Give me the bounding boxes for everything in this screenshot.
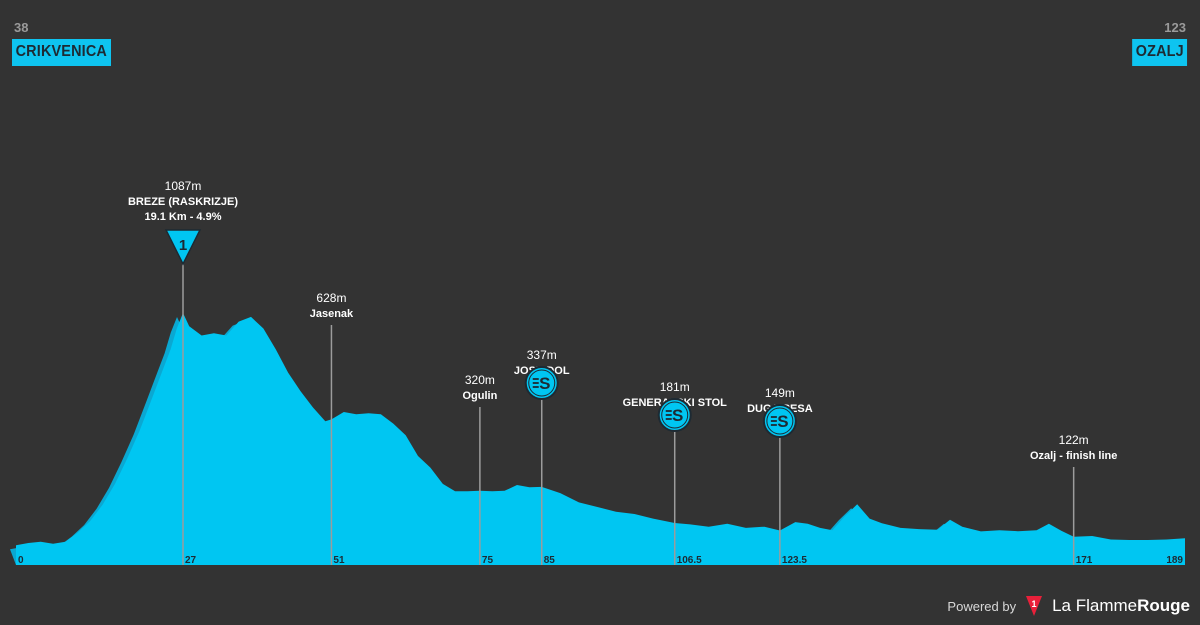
sprint-icon — [657, 398, 692, 432]
marker-altitude: 320m — [465, 373, 495, 387]
sprint-icon-letter: S — [539, 374, 550, 393]
marker-altitude: 149m — [765, 386, 795, 400]
marker-josipdol: 337mJOSIPDOLS — [514, 348, 570, 565]
marker-climb-detail: 19.1 Km - 4.9% — [144, 211, 221, 223]
marker-altitude: 1087m — [165, 179, 202, 193]
sprint-icon-letter: S — [672, 406, 683, 425]
marker-name: BREZE (RASKRIZJE) — [128, 196, 238, 208]
sprint-icon-letter: S — [777, 412, 788, 431]
elevation-profile-area — [16, 313, 1185, 565]
x-tick-label: 123.5 — [782, 555, 807, 566]
marker-altitude: 628m — [316, 291, 346, 305]
marker-ozalj-finish-line: 122m Ozalj - finish line — [1030, 433, 1117, 565]
flamme-rouge-logo-icon: 1 — [1026, 596, 1043, 616]
logo-number: 1 — [1032, 599, 1037, 609]
powered-by-text: Powered by — [947, 598, 1017, 614]
marker-name: Ozalj - finish line — [1030, 450, 1117, 462]
brand-name: La FlammeRouge — [1052, 596, 1190, 616]
marker-name: Ogulin — [462, 390, 497, 402]
footer: Powered by 1 La FlammeRouge — [947, 595, 1190, 617]
finish-city-label: OZALJ — [1131, 39, 1187, 66]
x-tick-label: 85 — [544, 555, 556, 566]
marker-altitude: 337m — [527, 348, 557, 362]
sprint-icon — [762, 404, 797, 438]
sprint-icon — [524, 366, 559, 400]
kom-category-icon — [164, 229, 202, 266]
sprint-icon-ring — [661, 401, 689, 429]
brand-name-bold: Rouge — [1137, 596, 1190, 615]
marker-breze-raskrizje-: 1087m BREZE (RASKRIZJE) 19.1 Km - 4.9% 1 — [128, 179, 238, 565]
marker-altitude: 181m — [660, 380, 690, 394]
start-km-label: 38 — [14, 20, 29, 35]
x-tick-label: 51 — [333, 555, 345, 566]
brand-name-light: La Flamme — [1052, 596, 1138, 615]
x-tick-label: 27 — [185, 555, 197, 566]
marker-ogulin: 320m Ogulin — [462, 373, 498, 565]
marker-name: Jasenak — [310, 308, 354, 320]
x-tick-label: 171 — [1076, 555, 1093, 566]
x-tick-label: 75 — [482, 555, 494, 566]
sprint-icon-ring — [528, 369, 556, 397]
x-tick-label: 106.5 — [677, 555, 702, 566]
marker-jasenak: 628m Jasenak — [310, 291, 354, 565]
start-city-label: CRIKVENICA — [12, 39, 111, 66]
x-tick-label: 189 — [1166, 555, 1183, 566]
marker-altitude: 122m — [1059, 433, 1089, 447]
kom-category-number: 1 — [179, 237, 187, 254]
finish-km-label: 123 — [1164, 20, 1186, 35]
sprint-icon-ring — [766, 407, 794, 435]
x-tick-label: 0 — [18, 555, 24, 566]
